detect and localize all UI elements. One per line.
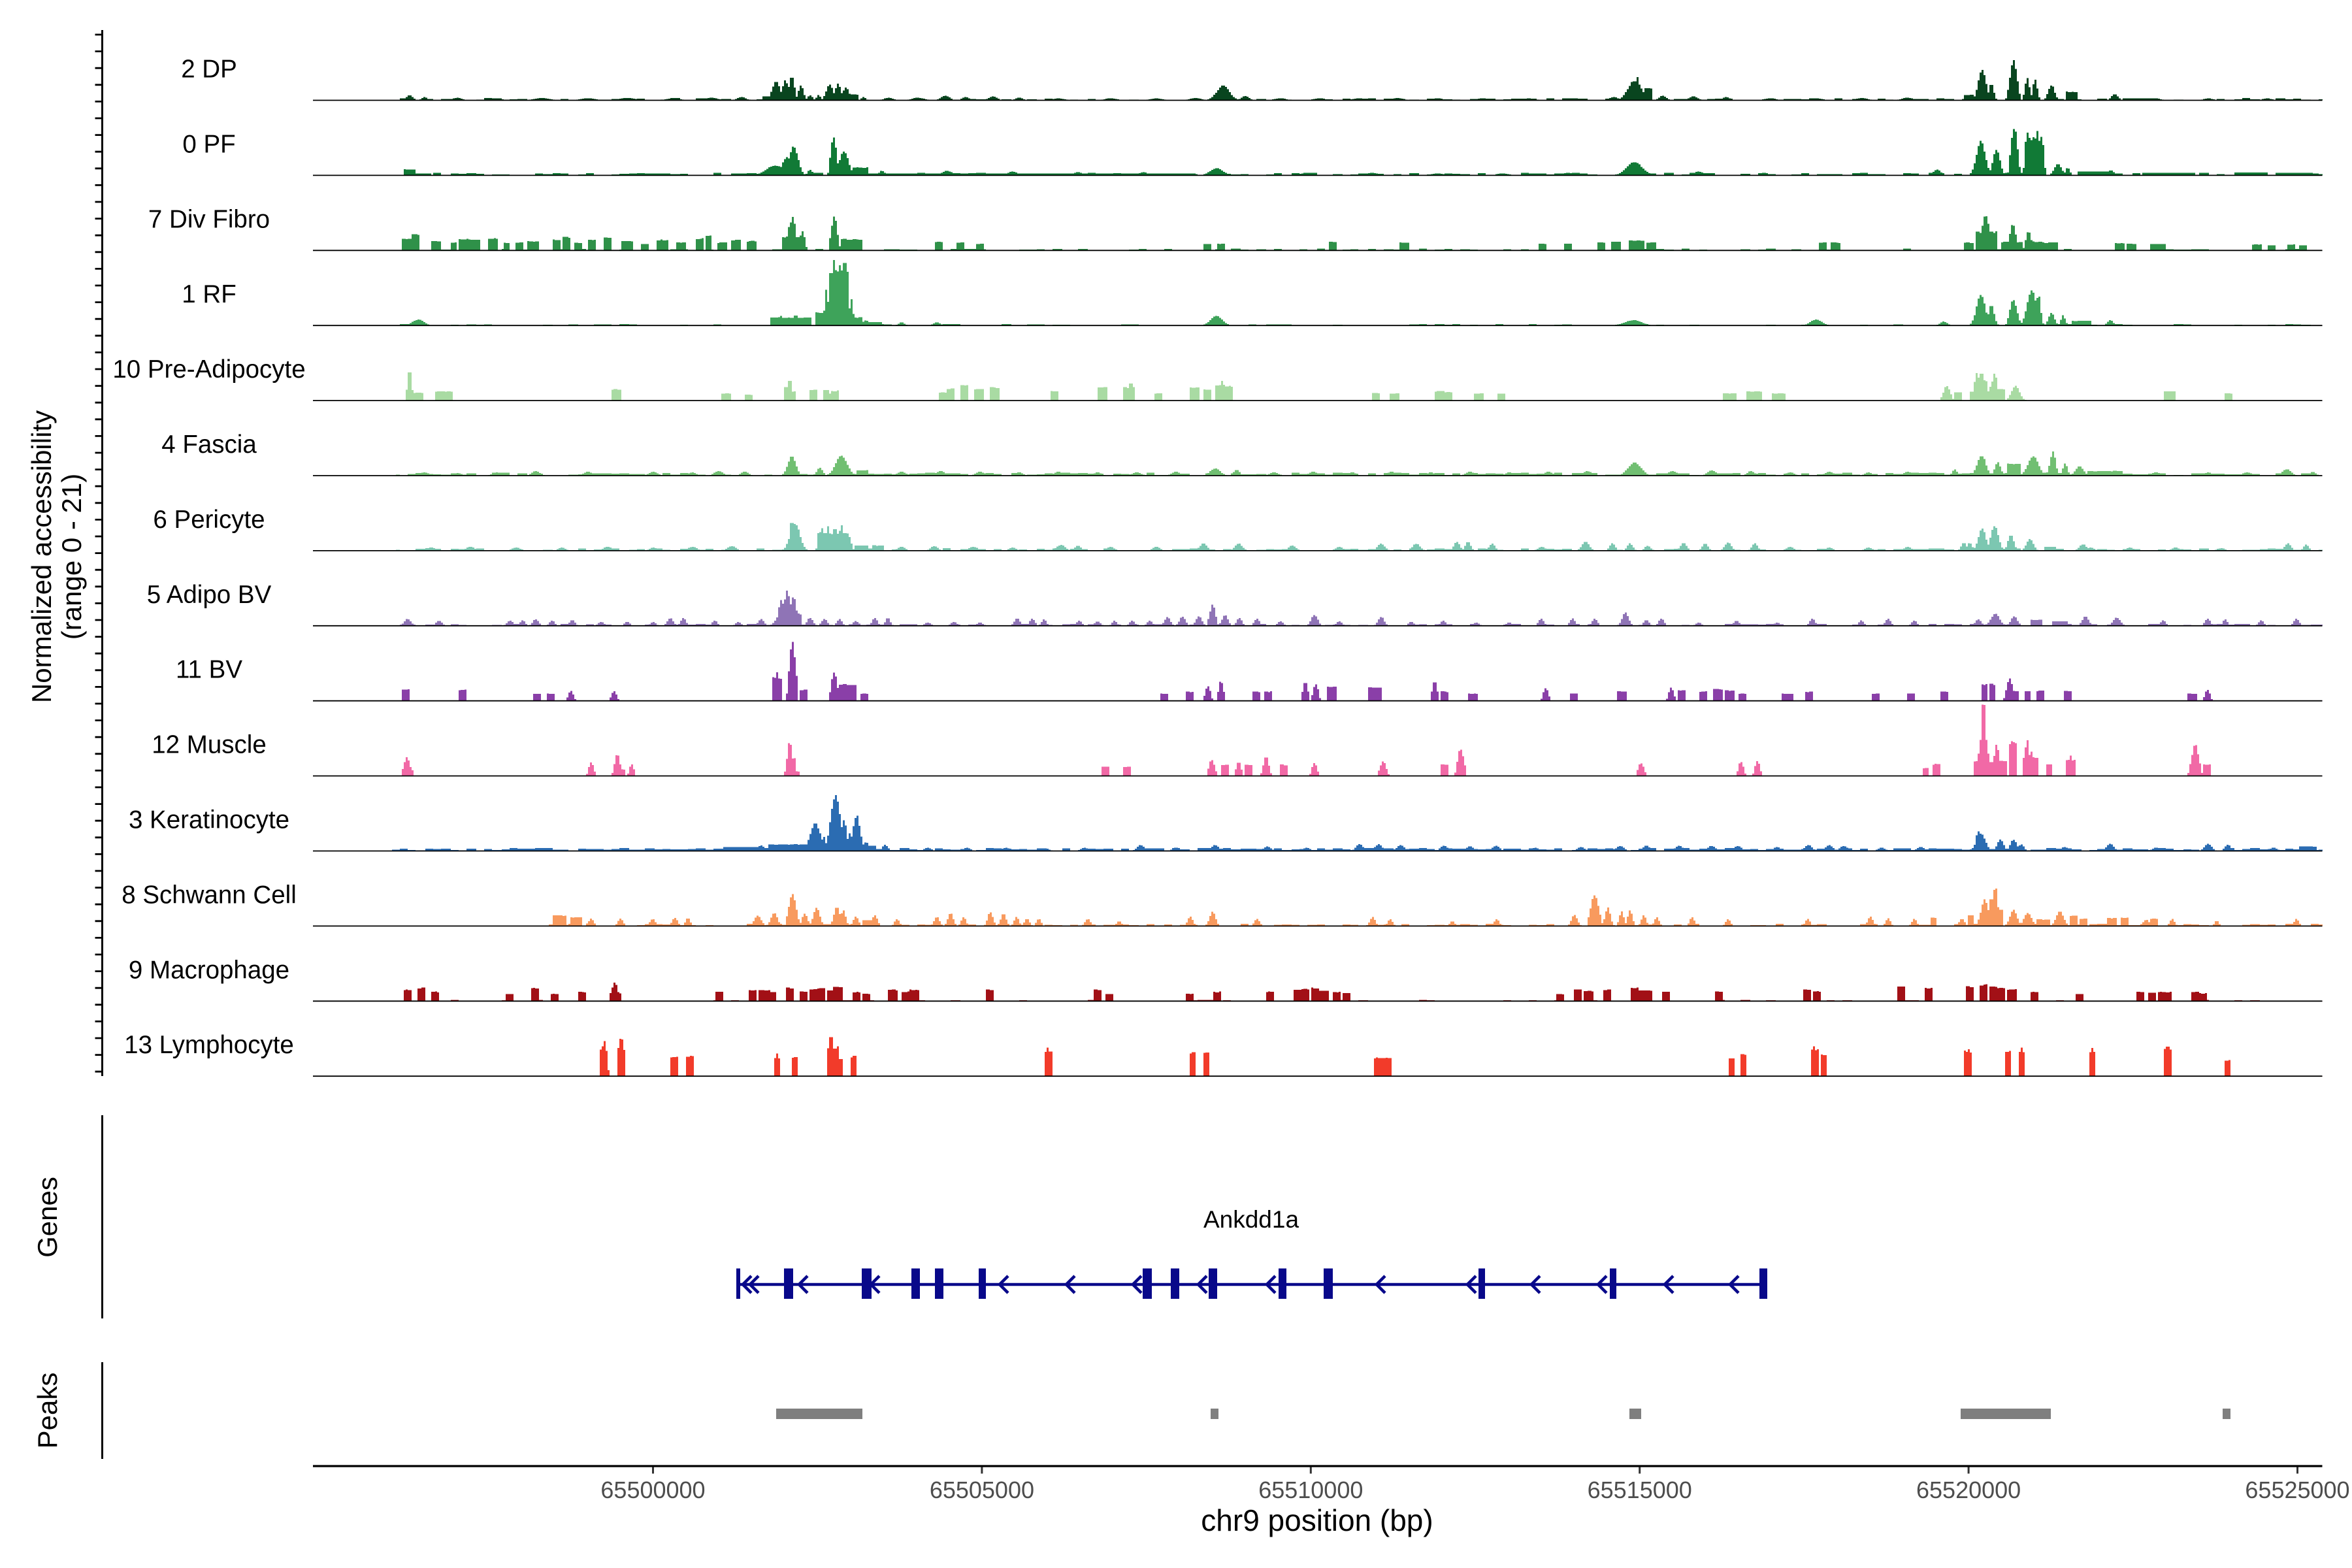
svg-text:(range 0 - 21): (range 0 - 21) xyxy=(56,474,87,640)
svg-text:65520000: 65520000 xyxy=(1916,1477,2021,1503)
svg-text:65500000: 65500000 xyxy=(600,1477,705,1503)
svg-text:chr9 position (bp): chr9 position (bp) xyxy=(1201,1503,1433,1537)
svg-text:11 BV: 11 BV xyxy=(176,656,242,684)
svg-text:0 PF: 0 PF xyxy=(182,130,235,158)
svg-text:65505000: 65505000 xyxy=(930,1477,1034,1503)
svg-text:Genes: Genes xyxy=(32,1177,63,1258)
svg-text:6 Pericyte: 6 Pericyte xyxy=(153,506,265,534)
svg-text:Peaks: Peaks xyxy=(32,1373,63,1449)
svg-text:13 Lymphocyte: 13 Lymphocyte xyxy=(124,1031,294,1059)
svg-text:65525000: 65525000 xyxy=(2245,1477,2349,1503)
svg-text:5 Adipo BV: 5 Adipo BV xyxy=(147,581,272,609)
svg-text:65510000: 65510000 xyxy=(1258,1477,1363,1503)
svg-text:65515000: 65515000 xyxy=(1588,1477,1692,1503)
svg-text:Ankdd1a: Ankdd1a xyxy=(1203,1206,1299,1233)
svg-text:12 Muscle: 12 Muscle xyxy=(152,731,266,759)
svg-text:Normalized accessibility: Normalized accessibility xyxy=(26,410,57,703)
svg-text:2 DP: 2 DP xyxy=(181,56,237,84)
svg-text:1 RF: 1 RF xyxy=(182,280,236,308)
svg-text:7 Div Fibro: 7 Div Fibro xyxy=(148,205,270,233)
svg-text:10 Pre-Adipocyte: 10 Pre-Adipocyte xyxy=(112,355,305,384)
svg-text:9 Macrophage: 9 Macrophage xyxy=(129,956,289,984)
svg-text:8 Schwann Cell: 8 Schwann Cell xyxy=(122,881,297,909)
svg-text:3 Keratinocyte: 3 Keratinocyte xyxy=(129,806,289,834)
svg-text:4 Fascia: 4 Fascia xyxy=(161,431,257,459)
